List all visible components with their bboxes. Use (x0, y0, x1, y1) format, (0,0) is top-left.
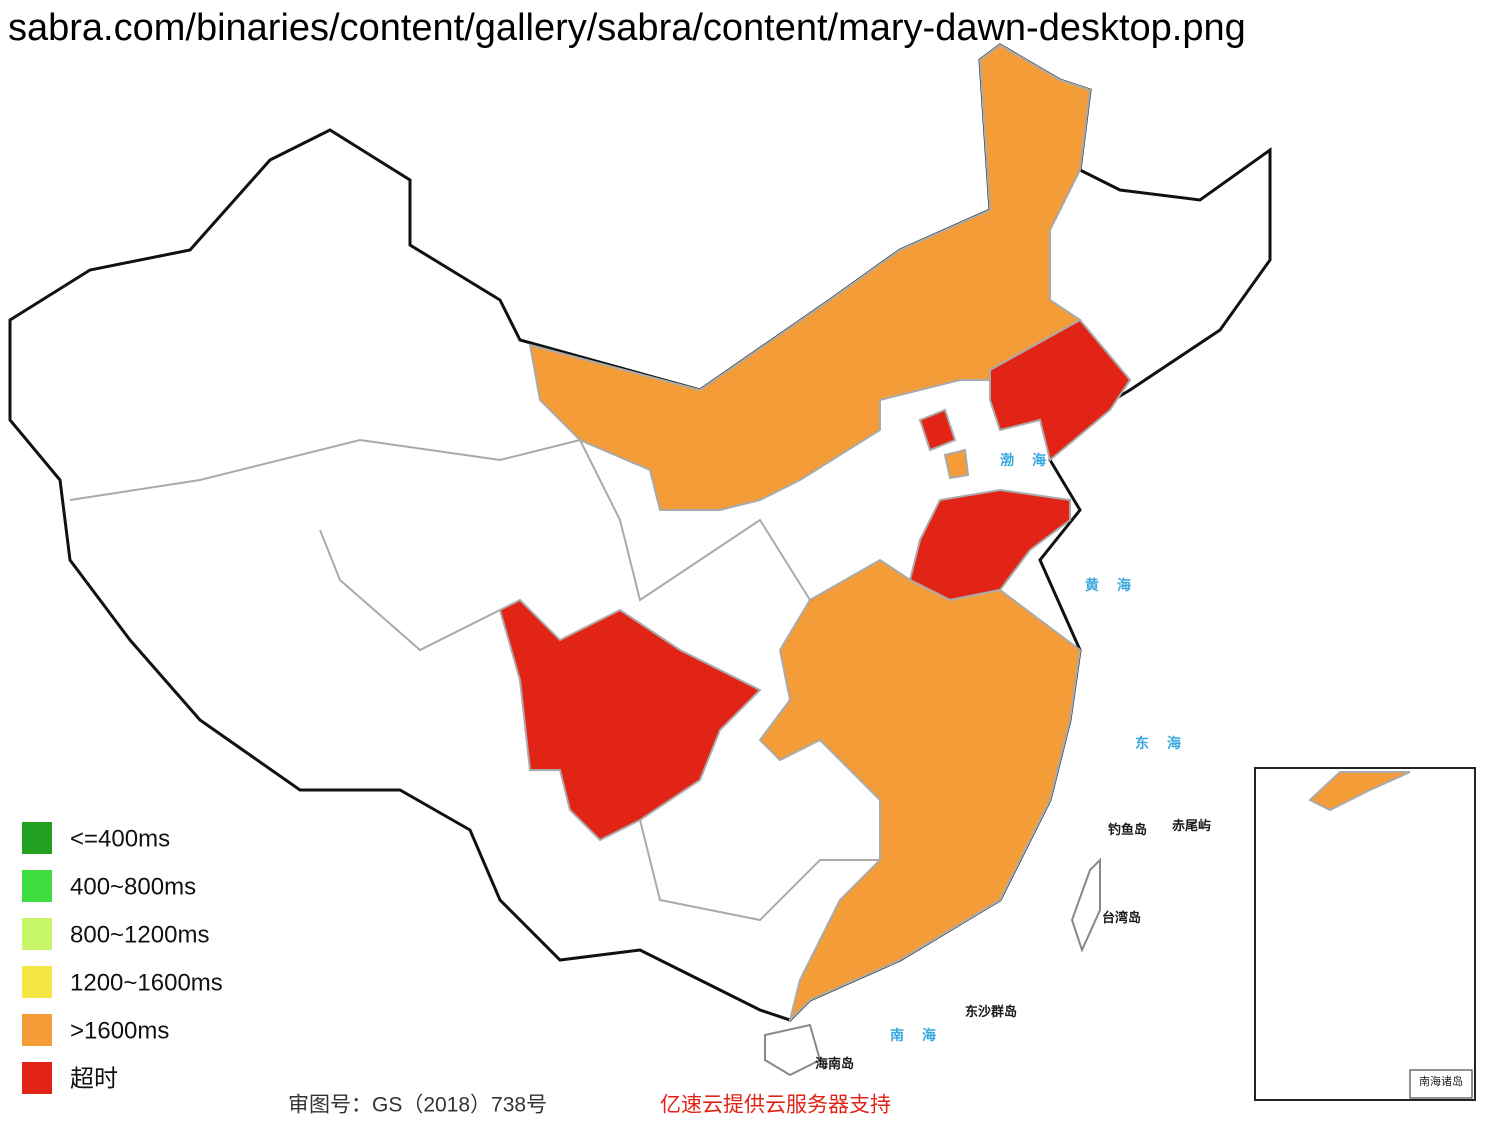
region-slow (758, 558, 1082, 1024)
country-outline (8, 43, 1272, 1022)
legend-swatch (22, 870, 52, 902)
island-label: 台湾岛 (1102, 910, 1141, 925)
legend-swatch (22, 918, 52, 950)
page-title: sabra.com/binaries/content/gallery/sabra… (8, 7, 1246, 49)
legend-label: 400~800ms (70, 873, 196, 900)
map: 渤海 黄海 东海 南海 台湾岛 海南岛 东沙群岛 钓鱼岛 赤尾屿 (8, 43, 1272, 1077)
region-timeout (498, 598, 762, 842)
legend-swatch (22, 966, 52, 998)
inset-frame (1254, 767, 1476, 1101)
legend: <=400ms 400~800ms 800~1200ms 1200~1600ms >16… (22, 822, 223, 1094)
sea-label: 东海 (1135, 735, 1199, 751)
legend-label: 超时 (70, 1065, 118, 1092)
legend-swatch (22, 822, 52, 854)
island (764, 1023, 822, 1077)
province-border (579, 439, 811, 602)
sea-label: 黄海 (1085, 577, 1149, 593)
province-border (639, 819, 880, 922)
province-border (319, 529, 501, 652)
province-border (69, 438, 581, 501)
island-label: 东沙群岛 (965, 1004, 1017, 1019)
approval-number: 审图号：GS（2018）738号 (288, 1094, 547, 1117)
inset-caption-box (1409, 1069, 1473, 1099)
region-timeout (989, 318, 1132, 462)
legend-swatch (22, 1014, 52, 1046)
region-slow (943, 448, 970, 480)
inset: 南海诸岛 (1254, 767, 1476, 1101)
island (1070, 857, 1101, 953)
legend-label: <=400ms (70, 825, 170, 852)
island-label: 海南岛 (815, 1056, 854, 1071)
region-slow (1308, 771, 1411, 812)
sea-label: 南海 (890, 1027, 954, 1043)
island-label: 钓鱼岛 (1108, 822, 1147, 837)
sea-label: 渤海 (1000, 452, 1064, 468)
region-timeout (918, 408, 957, 452)
sponsor-note: 亿速云提供云服务器支持 (660, 1094, 891, 1117)
legend-label: 800~1200ms (70, 921, 209, 948)
legend-label: 1200~1600ms (70, 969, 223, 996)
island-label: 赤尾屿 (1172, 818, 1211, 833)
legend-label: >1600ms (70, 1017, 169, 1044)
inset-label: 南海诸岛 (1419, 1074, 1463, 1088)
legend-swatch (22, 1062, 52, 1094)
